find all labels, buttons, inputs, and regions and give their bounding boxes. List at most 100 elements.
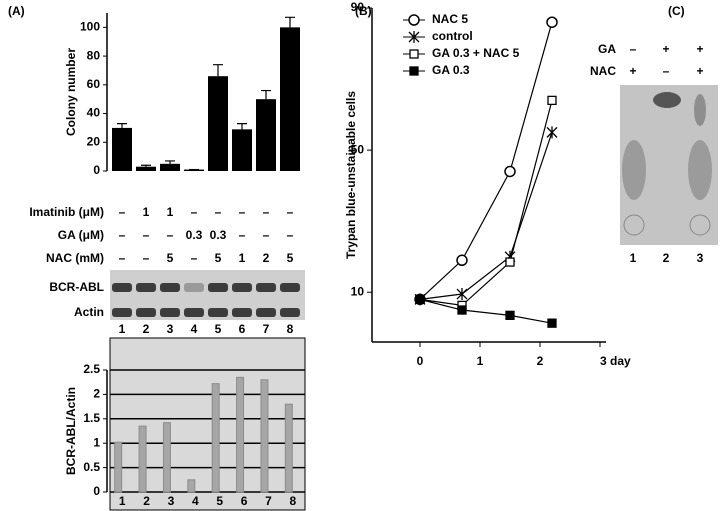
x-tick-label: 2 — [143, 494, 150, 508]
lane-label: 3 — [167, 322, 174, 336]
x-tick-label: 6 — [241, 494, 248, 508]
bar — [260, 379, 269, 493]
panel-label: (C) — [668, 4, 685, 18]
row-label: NAC (mM) — [46, 251, 104, 265]
panel-label: (A) — [8, 4, 25, 18]
blot-band — [160, 283, 180, 292]
lane-label: 1 — [119, 322, 126, 336]
error-bar — [261, 89, 271, 100]
lane-label: 5 — [215, 322, 222, 336]
marker — [505, 310, 515, 321]
bar — [136, 166, 156, 171]
table-cell: + — [696, 42, 703, 56]
error-bar — [285, 16, 295, 28]
y-tick-label: 90 — [351, 0, 365, 14]
bar — [232, 129, 252, 171]
line — [419, 22, 553, 300]
blot-band — [184, 283, 204, 292]
blot-band — [256, 283, 276, 292]
row-label: GA (μM) — [58, 228, 104, 242]
y-tick-label: 50 — [351, 142, 365, 156]
table-cell: 0.3 — [186, 228, 203, 242]
bar — [114, 441, 123, 493]
y-tick-label: 2.5 — [83, 362, 100, 376]
bar — [256, 99, 276, 171]
marker — [547, 318, 557, 328]
y-axis-label: Trypan blue-unstainable cells — [344, 91, 358, 259]
line — [419, 298, 553, 324]
x-tick-label: 8 — [289, 494, 296, 508]
marker — [505, 257, 515, 267]
error-bar — [117, 123, 127, 128]
gel-smear — [688, 140, 712, 200]
gel-spot — [694, 94, 706, 126]
blot-band — [208, 308, 228, 317]
table-cell: – — [191, 251, 198, 265]
error-bar — [237, 123, 247, 130]
table-cell: – — [663, 64, 670, 78]
table-cell: 5 — [215, 251, 222, 265]
blot-band — [136, 283, 156, 292]
x-tick-label: 7 — [265, 494, 272, 508]
legend-marker — [409, 66, 419, 76]
marker — [457, 305, 467, 315]
x-tick-label: 3 — [168, 494, 175, 508]
y-tick-label: 0 — [93, 484, 100, 498]
table-cell: 1 — [239, 251, 246, 265]
row-label: GA — [598, 42, 616, 56]
error-bar — [165, 160, 175, 164]
table-cell: 0.3 — [210, 228, 227, 242]
x-tick-label: 4 — [192, 494, 199, 508]
table-cell: 1 — [143, 205, 150, 219]
blot-band — [280, 308, 300, 317]
legend-label: GA 0.3 — [432, 63, 470, 77]
lane-label: 8 — [287, 322, 294, 336]
blot-band — [208, 283, 228, 292]
y-tick-label: 10 — [351, 284, 365, 298]
table-cell: + — [662, 42, 669, 56]
table-cell: – — [630, 42, 637, 56]
marker — [456, 288, 468, 301]
table-cell: – — [143, 251, 150, 265]
gel-smear — [622, 140, 646, 200]
table-cell: – — [119, 228, 126, 242]
lane-label: 4 — [191, 322, 198, 336]
y-tick-label: 20 — [87, 134, 101, 148]
blot-band — [232, 283, 252, 292]
blot-band — [232, 308, 252, 317]
legend-marker — [409, 49, 419, 59]
gel-well — [623, 214, 645, 236]
x-tick-label: 0 — [417, 354, 424, 368]
marker — [504, 165, 516, 178]
row-label: Imatinib (μM) — [29, 205, 104, 219]
y-axis-label: BCR-ABL/Actin — [64, 387, 78, 475]
y-tick-label: 0.5 — [83, 460, 100, 474]
table-cell: – — [263, 228, 270, 242]
legend-marker — [408, 14, 420, 26]
legend-label: control — [432, 29, 473, 43]
gel-well — [689, 214, 711, 236]
error-bar — [141, 164, 151, 167]
bar — [280, 27, 300, 172]
bar — [187, 479, 196, 493]
table-cell: – — [215, 205, 222, 219]
blot-band — [112, 283, 132, 292]
bar — [284, 403, 293, 493]
marker — [547, 95, 557, 106]
y-tick-label: 0 — [93, 163, 100, 177]
lane-label: 7 — [263, 322, 270, 336]
table-cell: – — [239, 228, 246, 242]
legend-marker — [408, 31, 420, 43]
lane-label: 2 — [143, 322, 150, 336]
blot-band — [256, 308, 276, 317]
y-tick-label: 2 — [93, 387, 100, 401]
y-tick-label: 1 — [93, 435, 100, 449]
line — [419, 132, 553, 300]
table-cell: 2 — [263, 251, 270, 265]
bar — [138, 425, 147, 493]
y-tick-label: 60 — [87, 77, 101, 91]
legend-label: GA 0.3 + NAC 5 — [432, 46, 520, 60]
bar — [236, 376, 245, 493]
table-cell: 1 — [167, 205, 174, 219]
